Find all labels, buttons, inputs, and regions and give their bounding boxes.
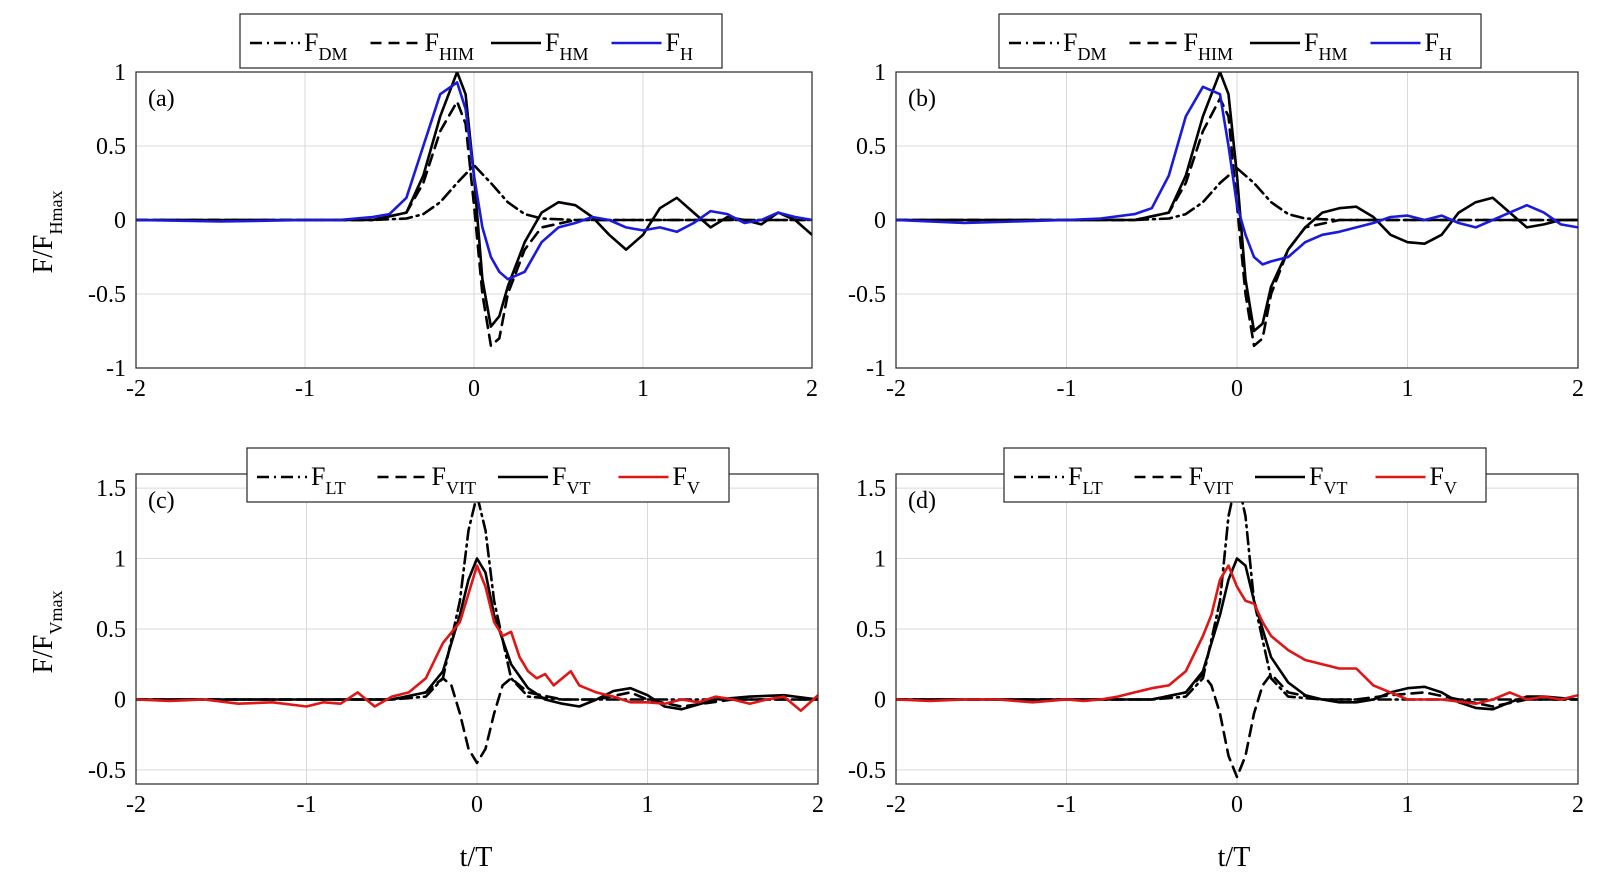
series-line-f-hm: [896, 72, 1578, 333]
x-tick-label: 2: [1572, 376, 1584, 402]
series-line-f-v: [896, 564, 1578, 706]
legend-entry: FHIM: [425, 28, 474, 64]
x-tick-label: 1: [1402, 376, 1414, 402]
legend-entry: FHM: [1304, 28, 1347, 64]
x-tick-label: -1: [1057, 376, 1077, 402]
x-tick-label: -1: [297, 792, 317, 818]
axes-frame: [895, 71, 1579, 369]
panel-label: (b): [908, 86, 936, 112]
x-axis-label-right: t/T: [1218, 842, 1251, 873]
y-tick-label: 0.5: [856, 617, 886, 643]
y-tick-label: 1: [874, 547, 886, 573]
x-tick-label: 0: [468, 376, 480, 402]
series-line-f-lt: [136, 493, 818, 701]
legend-entry: FDM: [304, 28, 347, 64]
legend: FLT FVIT FVT FV: [246, 447, 730, 503]
y-tick-label: -1: [106, 356, 126, 382]
y-tick-label: 0: [114, 687, 126, 713]
panel-label: (d): [908, 488, 936, 514]
legend-box: [246, 447, 730, 503]
series-line-f-h: [136, 81, 812, 281]
legend-entry: FHIM: [1184, 28, 1233, 64]
chart-panel-2: -2 -1 0 1 2 -0.5 0 0.5 1 1.5 (c) FLT FVIT FVT FV: [88, 447, 824, 818]
legend-box: [239, 13, 723, 69]
legend: FLT FVIT FVT FV: [1003, 447, 1487, 503]
x-tick-label: 0: [1231, 376, 1243, 402]
legend-entry: FVIT: [432, 462, 476, 498]
series-line-f-hm: [136, 72, 812, 328]
panel-label: (a): [148, 86, 175, 112]
series-line-f-h: [896, 85, 1578, 266]
x-tick-label: 1: [1402, 792, 1414, 818]
legend-entry: FVIT: [1189, 462, 1233, 498]
y-tick-label: -0.5: [848, 758, 886, 784]
y-tick-label: 0: [874, 208, 886, 234]
legend: FDM FHIM FHM FH: [998, 13, 1482, 69]
legend-entry: FVT: [552, 462, 590, 498]
x-tick-label: -2: [886, 792, 906, 818]
legend-entry: FHM: [545, 28, 588, 64]
x-tick-label: 0: [1231, 792, 1243, 818]
legend-box: [1003, 447, 1487, 503]
legend-entry: FDM: [1063, 28, 1106, 64]
y-tick-label: -1: [866, 356, 886, 382]
y-tick-label: 1.5: [856, 476, 886, 502]
x-tick-label: -1: [1057, 792, 1077, 818]
x-tick-label: 1: [642, 792, 654, 818]
x-tick-label: 0: [471, 792, 483, 818]
legend-entry: FH: [666, 28, 693, 64]
x-tick-label: 2: [812, 792, 824, 818]
series-line-f-lt: [896, 475, 1578, 701]
y-tick-label: 1: [874, 60, 886, 86]
y-tick-label: -0.5: [88, 282, 126, 308]
series-line-f-him: [136, 100, 812, 348]
y-tick-label: 0.5: [96, 617, 126, 643]
panel-label: (c): [148, 488, 175, 514]
legend-box: [998, 13, 1482, 69]
x-tick-label: -2: [126, 376, 146, 402]
legend-entry: FV: [673, 462, 700, 498]
chart-panel-3: -2 -1 0 1 2 -0.5 0 0.5 1 1.5 (d) FLT FVIT FVT FV: [848, 447, 1584, 818]
chart-panel-0: -2 -1 0 1 2-1-0.500.51(a)FDM FHIM FHM FH: [88, 13, 818, 402]
y-tick-label: 0.5: [856, 134, 886, 160]
x-tick-label: -1: [295, 376, 315, 402]
y-axis-label-bottom: F/FVmax: [28, 591, 66, 674]
x-tick-label: -2: [126, 792, 146, 818]
y-tick-label: 1: [114, 547, 126, 573]
legend-entry: FH: [1425, 28, 1452, 64]
y-tick-label: 1.5: [96, 476, 126, 502]
x-axis-label-left: t/T: [460, 842, 493, 873]
y-tick-label: 0: [874, 687, 886, 713]
series-line-f-vit: [136, 676, 818, 765]
series-line-f-dm: [136, 163, 812, 222]
chart-panel-1: -2 -1 0 1 2-1-0.500.51(b)FDM FHIM FHM FH: [848, 13, 1584, 402]
y-tick-label: -0.5: [88, 758, 126, 784]
y-tick-label: 0.5: [96, 134, 126, 160]
legend-entry: FLT: [1068, 462, 1103, 498]
legend: FDM FHIM FHM FH: [239, 13, 723, 69]
x-tick-label: 2: [806, 376, 818, 402]
axes-frame: [135, 71, 813, 369]
legend-entry: FVT: [1309, 462, 1347, 498]
y-tick-label: 1: [114, 60, 126, 86]
series-line-f-vt: [896, 557, 1578, 711]
x-tick-label: -2: [886, 376, 906, 402]
y-tick-label: -0.5: [848, 282, 886, 308]
x-tick-label: 2: [1572, 792, 1584, 818]
y-axis-label-top: F/FHmax: [28, 191, 66, 274]
y-tick-label: 0: [114, 208, 126, 234]
legend-entry: FV: [1430, 462, 1457, 498]
x-tick-label: 1: [637, 376, 649, 402]
legend-entry: FLT: [311, 462, 346, 498]
series-line-f-v: [136, 564, 818, 713]
